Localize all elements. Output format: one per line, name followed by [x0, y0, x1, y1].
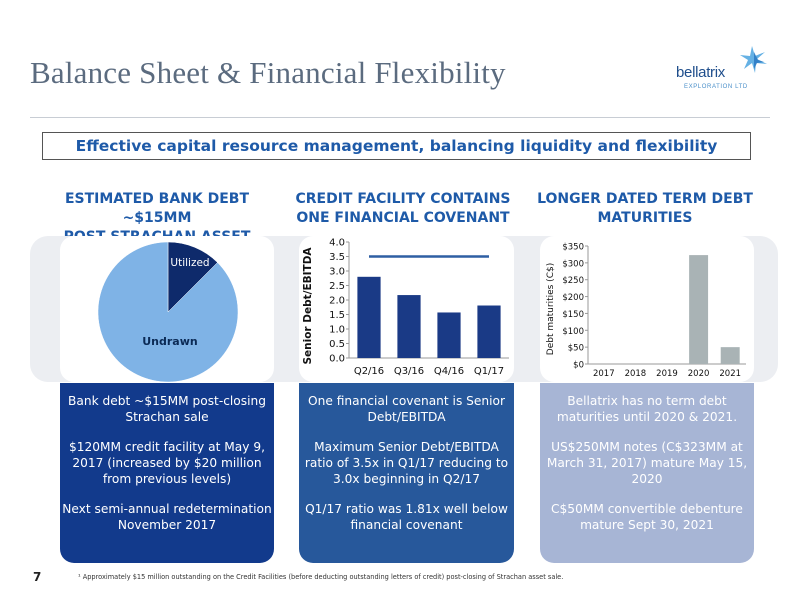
x-tick-label: 2020 — [688, 369, 710, 379]
y-tick-label: $300 — [562, 259, 584, 269]
y-tick-label: $250 — [562, 276, 584, 286]
bar-Q3/16 — [397, 295, 421, 358]
y-tick-label: 1.5 — [329, 310, 345, 321]
logo-wordmark: bellatrix — [676, 64, 725, 81]
x-tick-label: Q3/16 — [394, 366, 424, 377]
bar-2021 — [720, 347, 740, 364]
y-tick-label: 0.0 — [329, 354, 345, 365]
footnote: ¹ Approximately $15 million outstanding … — [78, 573, 564, 581]
heading-line: MATURITIES — [597, 210, 693, 226]
y-tick-label: 2.0 — [329, 296, 345, 307]
pie-label-undrawn: Undrawn — [142, 335, 197, 348]
bar-Q1/17 — [477, 305, 501, 358]
y-tick-label: 2.5 — [329, 281, 345, 292]
textbox-paragraph: Maximum Senior Debt/EBITDA ratio of 3.5x… — [304, 440, 509, 486]
textbox-paragraph: Bellatrix has no term debt maturities un… — [556, 394, 738, 424]
pie-label-utilized: Utilized — [170, 257, 209, 269]
x-tick-label: Q1/17 — [474, 366, 504, 377]
x-tick-label: 2019 — [656, 369, 678, 379]
textbox-paragraph: C$50MM convertible debenture mature Sept… — [551, 502, 743, 532]
textbox-paragraph: One financial covenant is Senior Debt/EB… — [308, 394, 505, 424]
pie-slice-undrawn — [97, 241, 239, 382]
y-tick-label: $150 — [562, 310, 584, 320]
bank-debt-textbox: Bank debt ~$15MM post-closing Strachan s… — [60, 383, 274, 563]
x-tick-label: Q2/16 — [354, 366, 384, 377]
covenant-chart: 0.0 0.5 1.0 1.5 2.0 2.5 3.0 3.5 4.0 Q2/16 Q3/16 Q4/… — [302, 238, 509, 377]
y-tick-label: $0 — [573, 361, 584, 371]
y-axis-label: Senior Debt/EBITDA — [302, 247, 314, 365]
y-tick-label: 0.5 — [329, 339, 345, 350]
y-tick-label: $50 — [568, 344, 584, 354]
x-tick-label: Q4/16 — [434, 366, 464, 377]
y-tick-label: 4.0 — [329, 238, 345, 249]
y-axis-label: Debt maturities (C$) — [546, 263, 556, 355]
company-logo: bellatrix EXPLORATION LTD — [668, 42, 778, 102]
maturities-panel — [540, 236, 754, 382]
x-tick-label: 2021 — [719, 369, 741, 379]
x-tick-label: 2017 — [593, 369, 615, 379]
y-tick-label: 3.0 — [329, 267, 345, 278]
star-icon — [740, 46, 767, 73]
column-heading-term-debt: LONGER DATED TERM DEBT MATURITIES — [530, 190, 760, 228]
x-tick-label: 2018 — [625, 369, 647, 379]
logo-subtitle: EXPLORATION LTD — [684, 84, 748, 90]
maturities-chart: $0 $50 $100 $150 $200 $250 $300 $350 2017 2018 201… — [546, 243, 746, 379]
covenant-textbox: One financial covenant is Senior Debt/EB… — [299, 383, 514, 563]
textbox-paragraph: US$250MM notes (C$323MM at March 31, 201… — [546, 440, 748, 486]
page-title: Balance Sheet & Financial Flexibility — [30, 55, 506, 90]
banner: Effective capital resource management, b… — [42, 132, 751, 160]
textbox-paragraph: Next semi-annual redetermination Novembe… — [62, 502, 272, 532]
y-tick-label: 1.0 — [329, 325, 345, 336]
textbox-paragraph: Q1/17 ratio was 1.81x well below financi… — [305, 502, 508, 532]
heading-line: CREDIT FACILITY CONTAINS — [295, 191, 511, 207]
bar-2020 — [689, 255, 709, 364]
bar-Q2/16 — [357, 276, 381, 358]
maturities-textbox: Bellatrix has no term debt maturities un… — [540, 383, 754, 563]
y-tick-label: 3.5 — [329, 252, 345, 263]
heading-line: LONGER DATED TERM DEBT — [537, 191, 753, 207]
heading-line: ONE FINANCIAL COVENANT — [296, 210, 510, 226]
title-divider — [30, 117, 770, 118]
page-number: 7 — [33, 570, 42, 584]
textbox-paragraph: Bank debt ~$15MM post-closing Strachan s… — [68, 394, 266, 424]
textbox-paragraph: $120MM credit facility at May 9, 2017 (i… — [69, 440, 265, 486]
column-heading-credit-facility: CREDIT FACILITY CONTAINS ONE FINANCIAL C… — [288, 190, 518, 228]
y-tick-label: $100 — [562, 327, 584, 337]
y-tick-label: $350 — [562, 243, 584, 253]
y-tick-label: $200 — [562, 293, 584, 303]
pie-chart: Utilized Undrawn — [97, 241, 239, 382]
heading-line: ESTIMATED BANK DEBT ~$15MM — [64, 191, 250, 226]
bar-Q4/16 — [437, 312, 461, 358]
